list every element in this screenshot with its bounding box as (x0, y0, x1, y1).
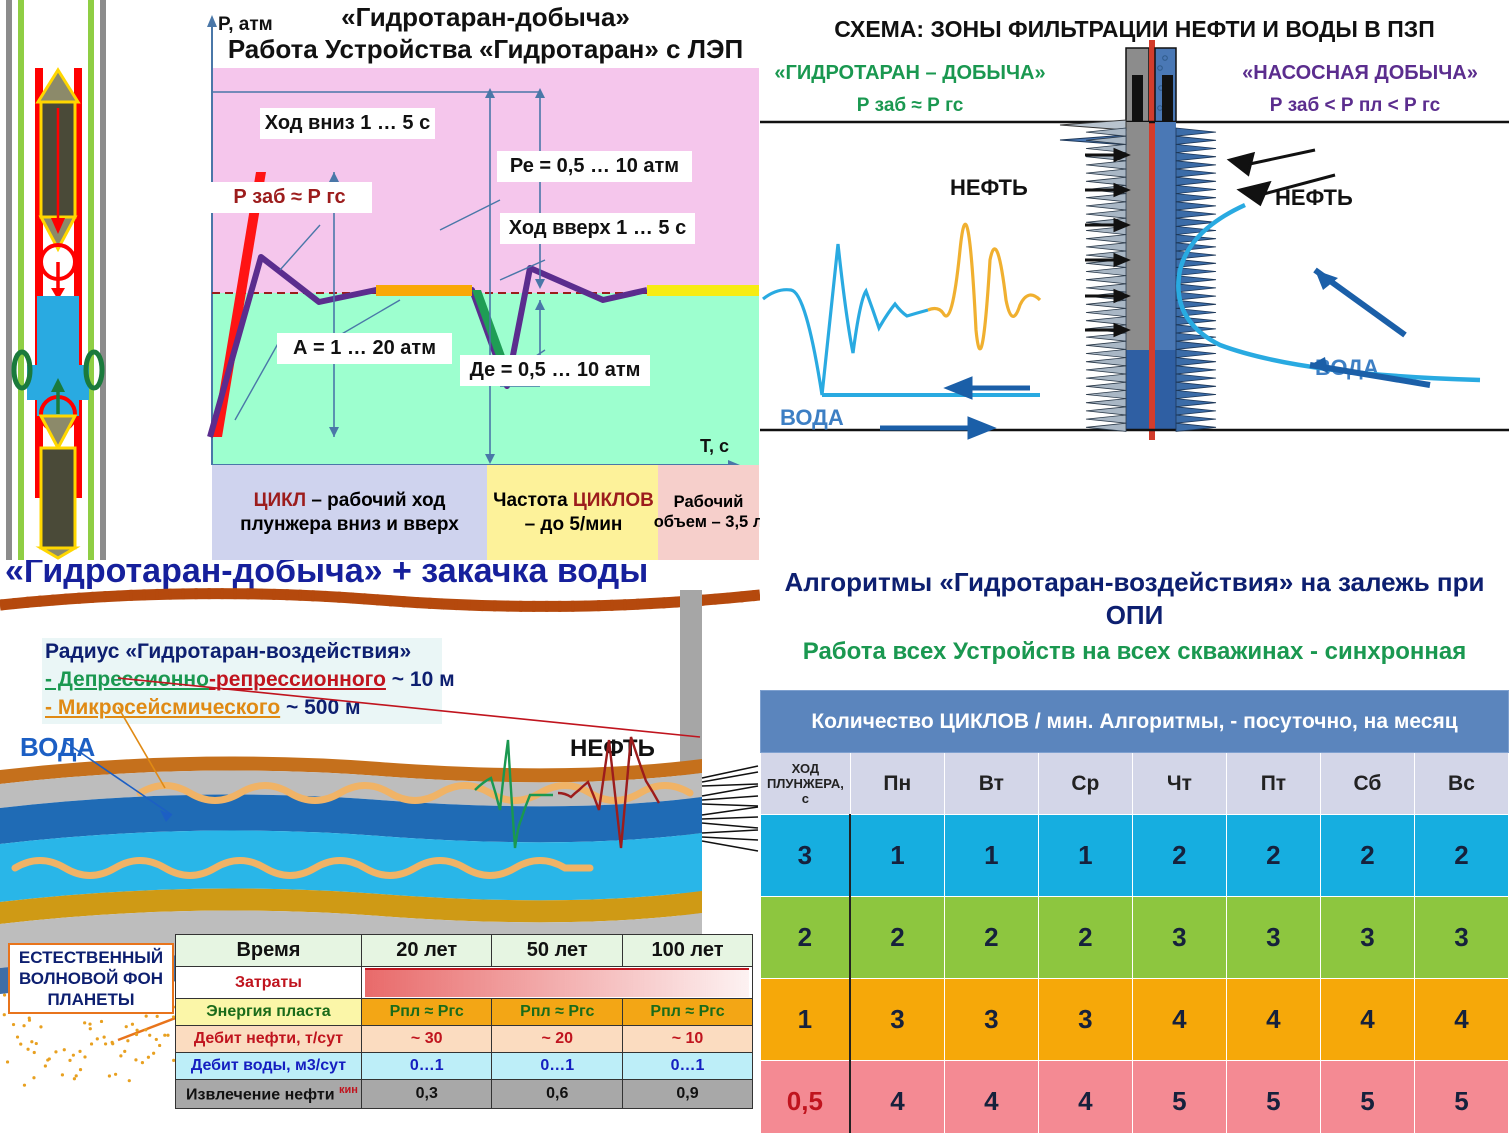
svg-text:P, атм: P, атм (218, 14, 273, 35)
svg-text:T, с: T, с (700, 436, 729, 456)
